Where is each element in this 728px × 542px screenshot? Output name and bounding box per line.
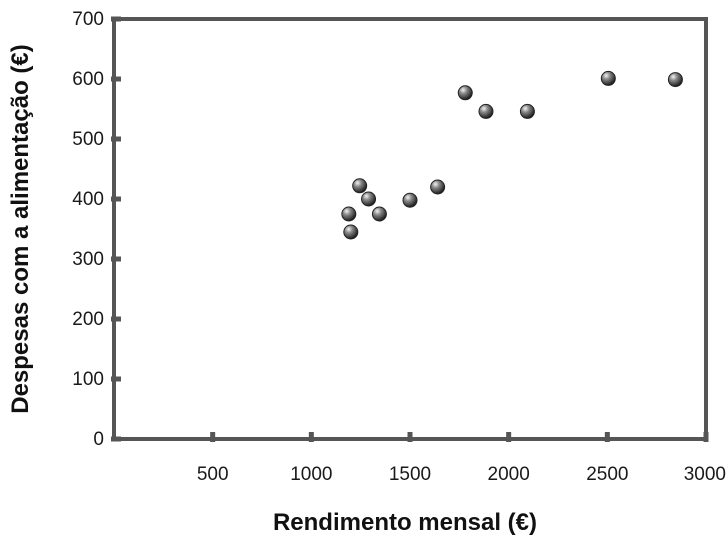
y-tick-label: 100 xyxy=(72,369,104,390)
data-point xyxy=(457,85,473,101)
data-point xyxy=(478,103,494,119)
x-axis-title: Rendimento mensal (€) xyxy=(273,509,537,536)
data-point xyxy=(667,72,683,88)
data-point xyxy=(430,179,446,195)
data-point xyxy=(341,206,357,222)
x-tick-label: 2500 xyxy=(586,464,628,485)
data-point xyxy=(600,70,616,86)
data-point xyxy=(519,103,535,119)
y-tick-label: 700 xyxy=(72,9,104,30)
x-tick-label: 3000 xyxy=(684,464,726,485)
y-axis-ticks: 0 100 200 300 400 500 600 700 xyxy=(72,9,121,450)
data-point xyxy=(361,191,377,207)
x-tick-label: 1500 xyxy=(389,464,431,485)
x-tick-label: 1000 xyxy=(290,464,332,485)
y-tick-label: 400 xyxy=(72,189,104,210)
x-tick-label: 2000 xyxy=(488,464,530,485)
y-tick-label: 300 xyxy=(72,249,104,270)
data-point xyxy=(343,224,359,240)
y-axis-title: Despesas com a alimentação (€) xyxy=(7,44,34,414)
x-axis-ticks: 500 1000 1500 2000 2500 3000 xyxy=(197,432,726,485)
data-points xyxy=(341,70,683,240)
x-tick-label: 500 xyxy=(197,464,229,485)
plot-area xyxy=(112,17,708,441)
y-tick-label: 500 xyxy=(72,129,104,150)
data-point xyxy=(371,206,387,222)
y-tick-label: 0 xyxy=(93,429,104,450)
data-point xyxy=(352,178,368,194)
y-tick-label: 600 xyxy=(72,69,104,90)
data-point xyxy=(402,192,418,208)
y-tick-label: 200 xyxy=(72,309,104,330)
